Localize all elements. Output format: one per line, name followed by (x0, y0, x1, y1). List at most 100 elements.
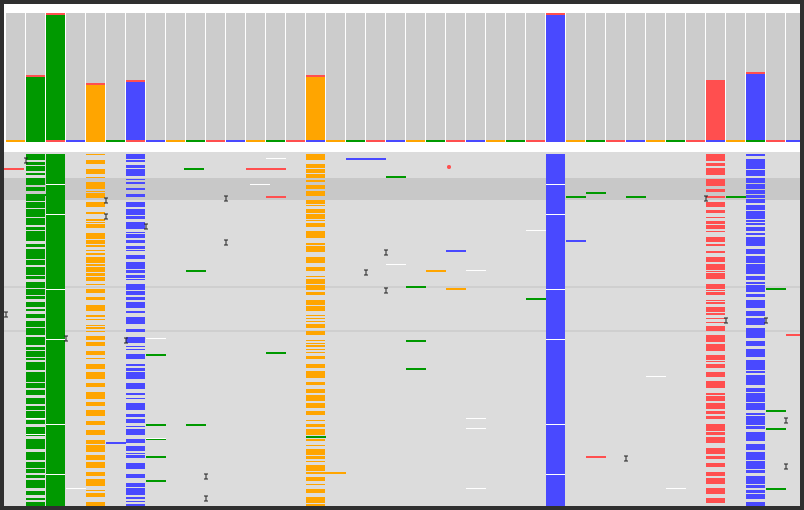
alignment-read (306, 223, 325, 227)
coverage-base-tint (406, 140, 425, 142)
coverage-base-tint (786, 140, 800, 142)
coverage-bar-cap (86, 83, 105, 85)
alignment-read (86, 212, 105, 214)
alignment-read (126, 463, 145, 469)
alignment-read-fragment (586, 192, 606, 194)
alignment-read-fragment (386, 176, 406, 178)
alignment-read (26, 296, 45, 299)
alignment-read (86, 177, 105, 178)
alignment-read (746, 282, 765, 284)
alignment-read (706, 290, 725, 291)
alignment-read (306, 389, 325, 393)
alignment-read (706, 355, 725, 360)
alignment-read (86, 289, 105, 293)
alignment-read (306, 209, 325, 213)
alignment-read-stack (46, 154, 65, 506)
coverage-base-tint (706, 140, 725, 142)
alignment-read (26, 154, 45, 160)
alignment-read (86, 402, 105, 406)
alignment-gap-line (26, 418, 46, 419)
coverage-bar (126, 80, 145, 142)
alignment-read (86, 250, 105, 251)
alignment-read (706, 318, 725, 319)
alignment-read (26, 244, 45, 247)
alignment-gap-line (666, 488, 686, 489)
alignment-read (126, 455, 145, 458)
alignment-read (306, 318, 325, 319)
alignment-read-fragment (766, 288, 786, 290)
alignment-read (26, 372, 45, 382)
alignment-read (746, 393, 765, 402)
alignment-gap-line (386, 264, 406, 265)
alignment-read (126, 279, 145, 280)
alignment-read (26, 276, 45, 279)
alignment-read (86, 182, 105, 189)
alignment-read (706, 251, 725, 253)
alignment-read (26, 209, 45, 217)
alignment-read (26, 260, 45, 265)
read-gap (46, 289, 65, 290)
alignment-read (306, 285, 325, 290)
alignment-read (746, 502, 765, 506)
coverage-base-tint (266, 140, 285, 142)
coverage-bar (486, 13, 505, 142)
insertion-marker-icon (384, 287, 388, 294)
alignment-read (306, 200, 325, 204)
alignment-read (26, 439, 45, 449)
coverage-base-tint (6, 140, 25, 142)
alignment-read (706, 284, 725, 289)
alignment-read (706, 498, 725, 503)
alignment-read (706, 344, 725, 351)
alignment-read (706, 231, 725, 232)
coverage-base-tint (426, 140, 445, 142)
coverage-bar (666, 13, 685, 142)
coverage-bar (66, 13, 85, 142)
coverage-bar (626, 13, 645, 142)
alignment-read (126, 383, 145, 389)
alignment-read (86, 169, 105, 174)
alignment-read (306, 267, 325, 271)
alignment-read (746, 170, 765, 176)
alignment-read (746, 432, 765, 441)
alignment-read (126, 429, 145, 435)
insertion-marker-icon (144, 223, 148, 230)
alignment-read (26, 502, 45, 506)
alignment-read (86, 284, 105, 285)
coverage-bar (406, 13, 425, 142)
alignment-read (746, 452, 765, 460)
alignment-read (746, 328, 765, 338)
coverage-bar (546, 13, 565, 142)
alignment-read (706, 300, 725, 301)
alignment-read (706, 313, 725, 315)
alignment-read (706, 168, 725, 175)
insertion-marker-icon (64, 335, 68, 342)
alignment-read (86, 233, 105, 239)
alignment-read (306, 154, 325, 160)
alignment-read (306, 279, 325, 284)
alignment-read (86, 364, 105, 369)
alignment-read (746, 349, 765, 357)
alignment-read (706, 456, 725, 459)
alignment-read-fragment (184, 168, 204, 170)
alignment-read (126, 488, 145, 495)
coverage-base-tint (146, 140, 165, 142)
alignment-read (126, 346, 145, 347)
alignment-read (706, 189, 725, 192)
coverage-base-tint (586, 140, 605, 142)
read-gap (46, 339, 65, 340)
alignment-read-fragment (766, 410, 786, 412)
coverage-bar-cap (46, 13, 65, 15)
alignment-track[interactable] (4, 4, 800, 506)
coverage-bar-gray (86, 13, 105, 83)
coverage-base-tint (226, 140, 245, 142)
alignment-read (26, 411, 45, 419)
alignment-read (746, 375, 765, 385)
insertion-marker-icon (704, 195, 708, 202)
alignment-read (306, 424, 325, 427)
alignment-read (26, 390, 45, 395)
alignment-read (126, 188, 145, 190)
alignment-read-fragment (186, 270, 206, 272)
coverage-bar (326, 13, 345, 142)
genome-viewer[interactable] (4, 4, 800, 506)
alignment-read (126, 329, 145, 332)
